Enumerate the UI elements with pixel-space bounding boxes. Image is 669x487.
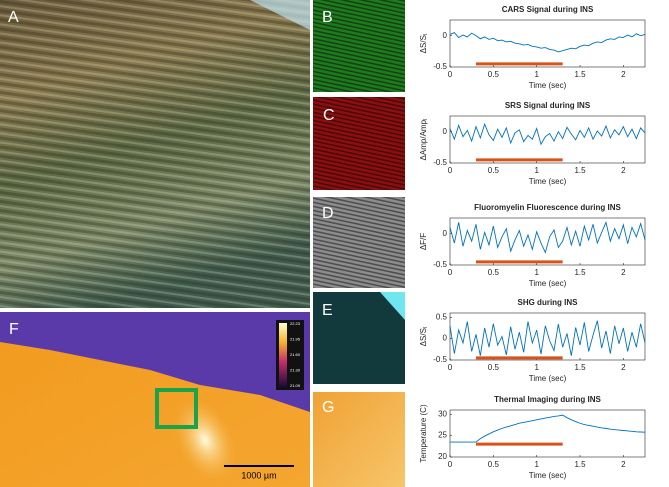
y-tick-label: -0.5 (433, 260, 447, 269)
data-line (449, 122, 646, 146)
panel-label: A (8, 9, 19, 26)
y-axis-label: ΔF/F (419, 233, 428, 250)
y-tick-label: 25 (438, 431, 447, 440)
x-tick-label: 1 (534, 460, 539, 469)
x-axis-label: Time (sec) (529, 374, 567, 383)
x-tick-label: 0 (448, 70, 453, 79)
y-tick-label: -0.5 (433, 355, 447, 364)
x-axis-label: Time (sec) (529, 279, 567, 288)
x-tick-label: 1 (534, 70, 539, 79)
panel-label: B (322, 9, 333, 26)
x-tick-label: 2 (621, 166, 626, 175)
x-tick-label: 2 (621, 363, 626, 372)
x-axis-label: Time (sec) (529, 177, 567, 186)
image-e-corner (380, 292, 405, 320)
colorbar-tick-label: 21.95 (290, 337, 301, 342)
y-axis-label: ΔAmp/AmpI (419, 119, 429, 161)
x-axis-label: Time (sec) (529, 81, 567, 90)
plot-area (449, 19, 646, 68)
data-line (449, 31, 646, 53)
chart-title: SRS Signal during INS (505, 101, 591, 110)
y-tick-label: 30 (438, 409, 447, 418)
data-line (450, 414, 646, 443)
panel-label: C (323, 107, 335, 124)
chart-title: CARS Signal during INS (502, 5, 594, 14)
x-tick-label: 1 (534, 166, 539, 175)
x-tick-label: 1.5 (574, 460, 586, 469)
image-b-texture (313, 0, 405, 92)
x-tick-label: 1 (534, 363, 539, 372)
y-axis-label-subscript: I (423, 119, 429, 120)
x-tick-label: 2 (621, 460, 626, 469)
chart-title: SHG during INS (518, 298, 579, 307)
x-tick-label: 0.5 (488, 363, 500, 372)
x-tick-label: 1 (534, 268, 539, 277)
colorbar-tick-label: 21.09 (290, 383, 301, 388)
y-axis-label-text: ΔS/S (419, 328, 428, 346)
image-a-texture (0, 0, 310, 308)
colorbar-tick-label: 21.60 (290, 352, 301, 357)
x-tick-label: 2 (621, 268, 626, 277)
x-tick-label: 1.5 (574, 363, 586, 372)
y-axis-label-subscript: I (423, 327, 429, 328)
chart-title: Fluoromyelin Fluorescence during INS (474, 203, 621, 212)
panel-label: G (322, 399, 334, 416)
image-a-glare (250, 0, 310, 30)
panel-label: E (322, 302, 333, 319)
y-tick-label: -0.5 (433, 62, 447, 71)
image-g (313, 392, 405, 487)
roi-box (155, 388, 198, 429)
plot-area (449, 409, 646, 458)
panel-label: F (9, 321, 19, 338)
x-tick-label: 1.5 (574, 70, 586, 79)
image-f-hotspot (173, 397, 237, 483)
y-tick-label: 0 (443, 229, 448, 238)
colorbar (279, 323, 287, 387)
data-line (449, 220, 646, 254)
x-tick-label: 0 (448, 363, 453, 372)
y-tick-label: 0 (443, 31, 448, 40)
plot-area (449, 312, 646, 361)
y-axis-label-subscript: I (423, 34, 429, 35)
x-tick-label: 0 (448, 460, 453, 469)
scale-bar-label: 1000 µm (241, 470, 276, 480)
y-axis-label-text: ΔAmp/Amp (419, 119, 428, 160)
x-tick-label: 0.5 (488, 166, 500, 175)
x-tick-label: 2 (621, 70, 626, 79)
colorbar-tick-label: 21.30 (290, 368, 301, 373)
x-tick-label: 1.5 (574, 166, 586, 175)
y-axis-label-text: ΔS/S (419, 35, 428, 53)
x-tick-label: 0 (448, 166, 453, 175)
y-tick-label: 20 (438, 452, 447, 461)
y-axis-label-text: ΔF/F (419, 233, 428, 250)
y-tick-label: -0.5 (433, 158, 447, 167)
chart-title: Thermal Imaging during INS (494, 395, 601, 404)
x-axis-label: Time (sec) (529, 471, 567, 480)
y-axis-label-text: Temperature (C) (419, 404, 428, 463)
x-tick-label: 1.5 (574, 268, 586, 277)
y-tick-label: 0 (443, 334, 448, 343)
image-d-texture (313, 197, 405, 288)
x-tick-label: 0.5 (488, 460, 500, 469)
y-axis-label: Temperature (C) (419, 404, 428, 463)
x-tick-label: 0.5 (488, 70, 500, 79)
y-tick-label: 0 (443, 127, 448, 136)
y-axis-label: ΔS/SI (419, 327, 429, 347)
colorbar-tick-label: 22.23 (290, 321, 301, 326)
data-line (449, 320, 646, 356)
panel-label: D (322, 205, 334, 222)
image-f-top (0, 312, 310, 412)
x-tick-label: 0.5 (488, 268, 500, 277)
y-axis-label: ΔS/SI (419, 34, 429, 54)
plot-area (449, 115, 646, 164)
image-e (313, 292, 405, 384)
image-c-texture (313, 97, 405, 190)
x-tick-label: 0 (448, 268, 453, 277)
y-tick-label: 0.5 (436, 312, 448, 321)
